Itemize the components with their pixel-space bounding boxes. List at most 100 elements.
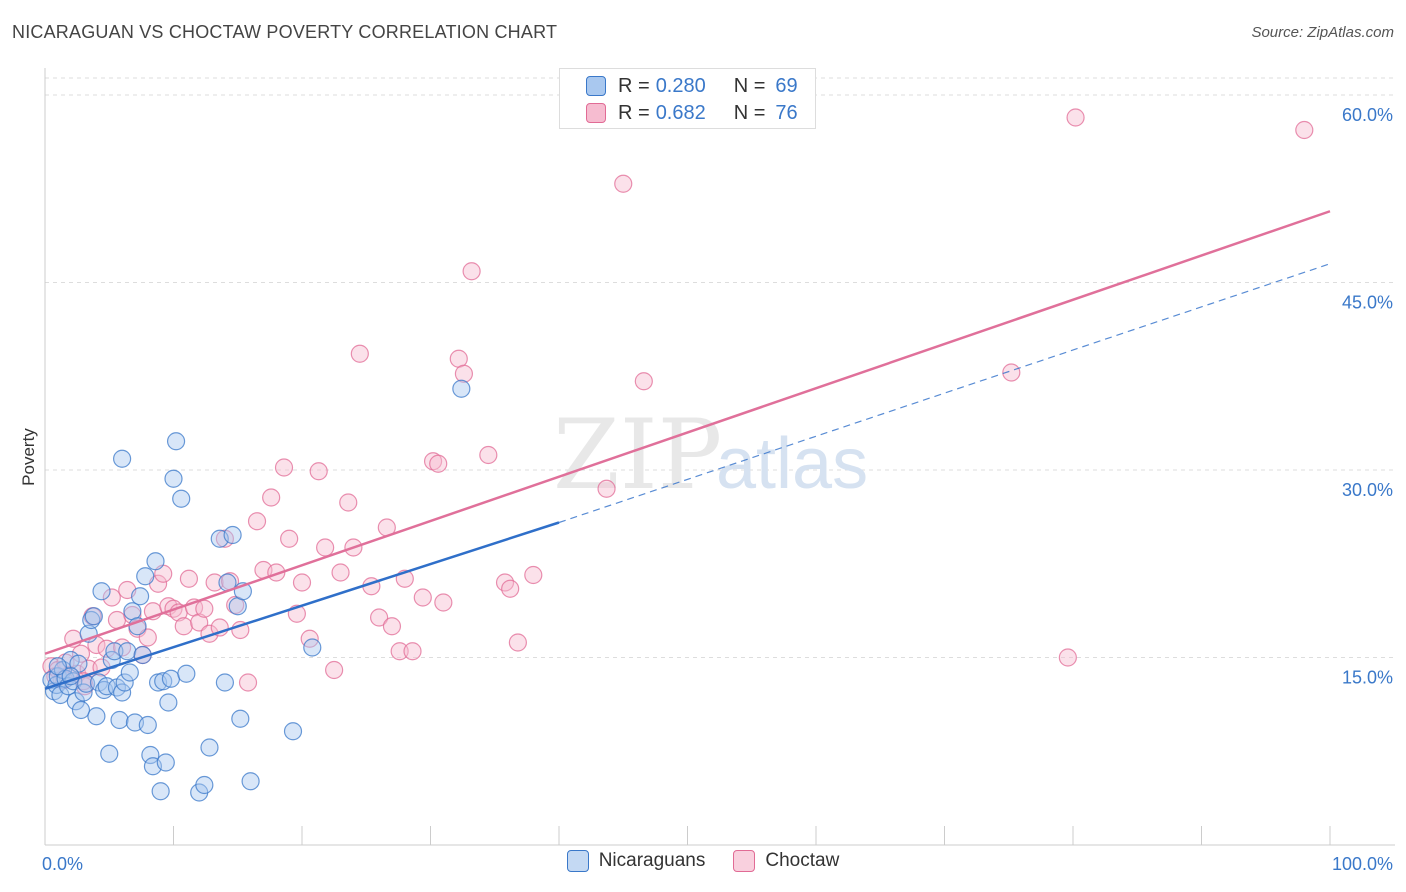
choctaw-point xyxy=(423,452,443,471)
choctaw-point xyxy=(325,660,344,680)
choctaw-point xyxy=(205,573,224,592)
nicaraguans-point xyxy=(128,617,147,636)
legend-swatch-pink xyxy=(586,103,606,123)
nicaraguans-point xyxy=(177,664,196,683)
nicaraguans-point xyxy=(112,449,132,468)
choctaw-point xyxy=(501,579,520,598)
axis-layer: 15.0% 30.0% 45.0% 60.0% 0.0% 100.0% xyxy=(42,68,1395,874)
nicaraguans-point xyxy=(120,663,139,682)
x-tick-label-min: 0.0% xyxy=(42,854,83,874)
nicaraguans-point xyxy=(130,587,150,606)
choctaw-point xyxy=(102,588,121,607)
nicaraguans-point xyxy=(231,709,250,728)
choctaw-point xyxy=(292,573,312,592)
choctaw-point xyxy=(309,462,328,481)
legend-r-value: 0.682 xyxy=(655,101,706,124)
source-label: Source: ZipAtlas.com xyxy=(1251,24,1394,41)
y-tick-label: 30.0% xyxy=(1342,480,1393,500)
nicaraguans-trend-line xyxy=(44,521,560,690)
legend-r-value: 0.280 xyxy=(655,74,706,97)
nicaraguans-point xyxy=(84,607,103,626)
legend-n-label: N = xyxy=(733,74,766,97)
choctaw-point xyxy=(413,588,432,607)
choctaw-point xyxy=(429,454,448,473)
choctaw-point xyxy=(462,262,481,281)
nicaraguans-point xyxy=(100,744,119,763)
choctaw-point xyxy=(1002,363,1021,382)
nicaraguans-point xyxy=(223,525,242,545)
grid-layer xyxy=(45,77,1395,658)
nicaraguans-point xyxy=(215,673,234,692)
legend-n-value: 76 xyxy=(775,101,798,124)
choctaw-trend-line xyxy=(44,210,1331,655)
nicaraguans-point xyxy=(452,379,471,398)
legend-swatch-blue xyxy=(566,850,589,872)
choctaw-point xyxy=(179,569,199,588)
choctaw-point xyxy=(274,458,294,477)
choctaw-point xyxy=(454,364,474,383)
nicaraguans-point xyxy=(303,638,322,657)
choctaw-point xyxy=(195,599,214,618)
nicaraguans-point xyxy=(115,673,134,692)
choctaw-point xyxy=(280,529,299,548)
legend-label-nicaraguans: Nicaraguans xyxy=(598,850,706,871)
legend-row-nicaraguans: R = 0.280 N = 69 xyxy=(586,73,798,99)
trend-layer xyxy=(44,210,1331,690)
nicaraguans-point xyxy=(159,693,178,712)
nicaraguans-point xyxy=(136,567,155,586)
nicaraguans-point xyxy=(156,753,175,772)
choctaw-point xyxy=(390,642,409,661)
legend-swatch-blue xyxy=(586,76,606,96)
choctaw-point xyxy=(262,488,281,507)
watermark: ZIP atlas xyxy=(553,399,868,511)
choctaw-point xyxy=(1295,120,1314,140)
choctaw-point xyxy=(316,538,335,557)
correlation-legend: R = 0.280 N = 69 R = 0.682 N = 76 xyxy=(559,68,816,129)
nicaraguans-point xyxy=(166,432,186,451)
choctaw-point xyxy=(339,493,358,512)
chart-title: NICARAGUAN VS CHOCTAW POVERTY CORRELATIO… xyxy=(12,22,558,42)
nicaraguans-point xyxy=(92,582,111,601)
legend-label-choctaw: Choctaw xyxy=(765,850,840,871)
nicaraguans-point xyxy=(241,772,260,791)
nicaraguans-trend-extension xyxy=(558,263,1331,524)
nicaraguans-point xyxy=(164,469,183,488)
nicaraguans-point xyxy=(141,745,160,765)
choctaw-point xyxy=(350,344,369,363)
watermark-zip: ZIP xyxy=(553,399,722,511)
choctaw-point xyxy=(403,642,422,661)
nicaraguans-point xyxy=(151,782,170,801)
nicaraguans-point xyxy=(200,738,219,757)
nicaraguans-point xyxy=(172,489,191,508)
choctaw-point xyxy=(479,445,498,465)
choctaw-point xyxy=(597,479,616,498)
x-tick-label-max: 100.0% xyxy=(1332,854,1393,874)
nicaraguans-point xyxy=(87,707,106,726)
legend-item-nicaraguans[interactable]: Nicaraguans xyxy=(566,850,706,872)
legend-n-value: 69 xyxy=(775,74,798,97)
nicaraguans-point xyxy=(48,657,67,676)
legend-r-label: R = xyxy=(618,74,650,97)
nicaraguans-point xyxy=(110,710,129,730)
choctaw-point xyxy=(190,613,209,632)
choctaw-point xyxy=(174,617,193,636)
y-tick-label: 45.0% xyxy=(1342,293,1393,313)
legend-n-label: N = xyxy=(733,101,766,124)
legend-item-choctaw[interactable]: Choctaw xyxy=(733,850,839,872)
choctaw-point xyxy=(1058,648,1077,667)
y-tick-label: 15.0% xyxy=(1342,668,1393,688)
nicaraguans-point xyxy=(118,642,137,661)
choctaw-point xyxy=(238,673,258,692)
nicaraguans-point xyxy=(105,642,124,661)
y-tick-label: 60.0% xyxy=(1342,105,1393,125)
nicaraguans-point xyxy=(146,552,165,571)
choctaw-point xyxy=(524,565,543,585)
series-legend: Nicaraguans Choctaw xyxy=(0,850,1406,872)
y-axis-title: Poverty xyxy=(19,428,38,486)
choctaw-point xyxy=(614,174,633,193)
choctaw-point xyxy=(331,563,350,582)
choctaw-point xyxy=(508,633,527,652)
legend-swatch-pink xyxy=(733,850,756,872)
